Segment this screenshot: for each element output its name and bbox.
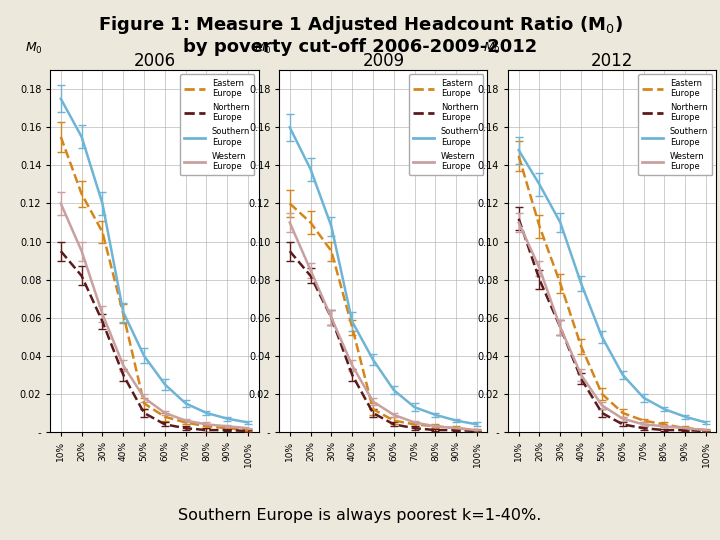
- Legend: Eastern
Europe, Northern
Europe, Southern
Europe, Western
Europe: Eastern Europe, Northern Europe, Souther…: [180, 75, 254, 176]
- Title: 2012: 2012: [591, 52, 634, 70]
- Text: $M_0$: $M_0$: [25, 40, 43, 56]
- Text: Figure 1: Measure 1 Adjusted Headcount Ratio (M$_0$): Figure 1: Measure 1 Adjusted Headcount R…: [98, 14, 622, 36]
- Text: $M_0$: $M_0$: [254, 40, 272, 56]
- Legend: Eastern
Europe, Northern
Europe, Southern
Europe, Western
Europe: Eastern Europe, Northern Europe, Souther…: [409, 75, 483, 176]
- Text: $M_0$: $M_0$: [483, 40, 501, 56]
- Text: Southern Europe is always poorest k=1-40%.: Southern Europe is always poorest k=1-40…: [179, 508, 541, 523]
- Legend: Eastern
Europe, Northern
Europe, Southern
Europe, Western
Europe: Eastern Europe, Northern Europe, Souther…: [638, 75, 712, 176]
- Text: by poverty cut-off 2006-2009-2012: by poverty cut-off 2006-2009-2012: [183, 38, 537, 56]
- Title: 2006: 2006: [133, 52, 176, 70]
- Title: 2009: 2009: [362, 52, 405, 70]
